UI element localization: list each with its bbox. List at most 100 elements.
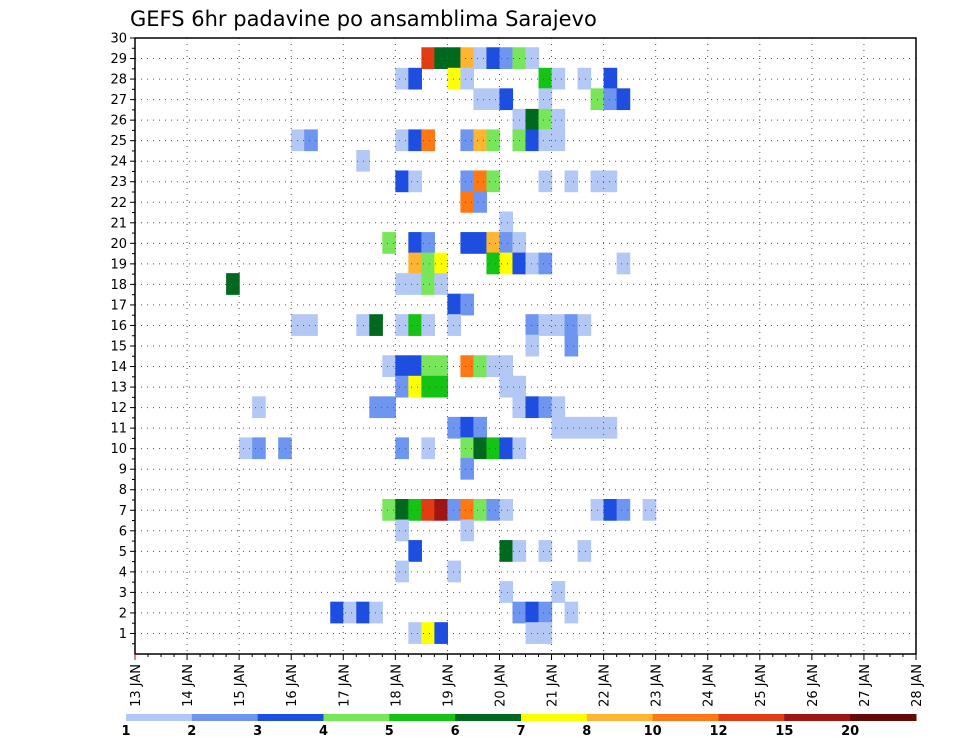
y-axis: 1234567891011121314151617181920212223242…: [110, 32, 135, 645]
colorbar-label: 3: [253, 724, 262, 739]
heatmap-cell: [252, 396, 266, 419]
y-tick-label: 6: [119, 524, 127, 539]
y-tick-label: 5: [119, 545, 127, 560]
heatmap-cell: [499, 211, 514, 234]
heatmap-cell: [603, 499, 618, 521]
heatmap-cell: [538, 540, 553, 562]
y-tick-label: 7: [119, 504, 127, 519]
heatmap-cell: [473, 170, 488, 193]
y-tick-label: 11: [110, 422, 127, 437]
heatmap-cell: [447, 314, 462, 336]
y-tick-label: 10: [110, 442, 127, 457]
y-tick-label: 17: [110, 298, 127, 313]
heatmap-cell: [499, 88, 514, 111]
heatmap-cell: [525, 47, 540, 69]
heatmap-cell: [421, 47, 435, 69]
heatmap-cell: [460, 232, 475, 254]
heatmap-cell: [564, 416, 579, 439]
y-tick-label: 23: [110, 175, 127, 190]
heatmap-cell: [421, 499, 435, 521]
heatmap-cell: [551, 108, 566, 131]
heatmap-cell: [564, 334, 579, 357]
heatmap-cell: [525, 252, 540, 275]
heatmap-cell: [382, 499, 396, 521]
heatmap-cell: [473, 191, 488, 213]
heatmap-cell: [408, 232, 422, 254]
heatmap-cell: [551, 67, 566, 90]
heatmap-cell: [577, 67, 592, 90]
heatmap-cell: [226, 273, 240, 295]
heatmap-cell: [421, 232, 435, 254]
x-tick-label: 21 JAN: [546, 664, 561, 707]
colorbar-label: 4: [319, 724, 328, 739]
heatmap-cell: [538, 129, 553, 152]
colorbar-label: 6: [451, 724, 460, 739]
colorbar-label: 1: [121, 724, 130, 739]
heatmap-cell: [525, 601, 540, 624]
x-tick-label: 28 JAN: [910, 664, 925, 707]
heatmap-cell: [408, 129, 422, 152]
y-tick-label: 29: [110, 52, 127, 67]
heatmap-cell: [460, 499, 475, 521]
heatmap-cell: [564, 314, 579, 336]
heatmap-cell: [460, 170, 475, 193]
x-tick-label: 20 JAN: [493, 664, 508, 707]
heatmap-cell: [369, 396, 383, 419]
heatmap-cell: [538, 314, 553, 336]
heatmap-cell: [486, 355, 501, 377]
heatmap-cell: [382, 396, 396, 419]
colorbar-swatch: [652, 714, 719, 721]
colorbar-swatch: [718, 714, 785, 721]
heatmap-cell: [577, 540, 592, 562]
colorbar-swatch: [323, 714, 390, 721]
heatmap-cell: [278, 437, 292, 460]
heatmap-cell: [603, 88, 618, 111]
heatmap-cell: [395, 355, 409, 377]
x-tick-label: 22 JAN: [598, 664, 613, 707]
y-tick-label: 19: [110, 257, 127, 272]
heatmap-cell: [538, 622, 553, 644]
heatmap-cell: [616, 252, 631, 275]
y-tick-label: 25: [110, 134, 127, 149]
y-tick-label: 30: [110, 32, 127, 47]
heatmap-cell: [421, 273, 435, 295]
heatmap-cell: [525, 108, 540, 131]
heatmap-cell: [382, 355, 396, 377]
heatmap-cell: [538, 252, 553, 275]
heatmap-cell: [486, 232, 501, 254]
heatmap-cell: [408, 67, 422, 90]
colorbar-swatch: [191, 714, 259, 721]
heatmap-cell: [499, 540, 514, 562]
y-tick-label: 12: [110, 401, 127, 416]
heatmap-cell: [473, 47, 488, 69]
colorbar-label: 5: [385, 724, 394, 739]
y-tick-label: 26: [110, 114, 127, 129]
heatmap-cell: [421, 252, 435, 275]
heatmap-cell: [408, 375, 422, 398]
colorbar-swatch: [455, 714, 522, 721]
heatmap-cell: [460, 416, 475, 439]
heatmap-cell: [525, 622, 540, 644]
heatmap-cell: [460, 519, 475, 542]
heatmap-cell: [421, 437, 435, 460]
heatmap-cell: [447, 293, 462, 316]
heatmap-cell: [473, 499, 488, 521]
colorbar-label: 2: [187, 724, 196, 739]
heatmap-cell: [551, 416, 566, 439]
heatmap-cell: [330, 601, 344, 624]
y-tick-label: 20: [110, 237, 127, 252]
heatmap-cell: [369, 601, 383, 624]
heatmap-cell: [499, 232, 514, 254]
heatmap-cell: [564, 601, 579, 624]
heatmap-cell: [408, 540, 422, 562]
heatmap-cell: [460, 47, 475, 69]
heatmap-cell: [499, 581, 514, 603]
heatmap-cell: [603, 416, 618, 439]
heatmap-cell: [577, 314, 592, 336]
heatmap-cell: [304, 129, 318, 152]
heatmap-cell: [525, 314, 540, 336]
x-tick-label: 18 JAN: [389, 664, 404, 707]
colorbar-label: 8: [582, 724, 591, 739]
heatmap-cell: [486, 170, 501, 193]
